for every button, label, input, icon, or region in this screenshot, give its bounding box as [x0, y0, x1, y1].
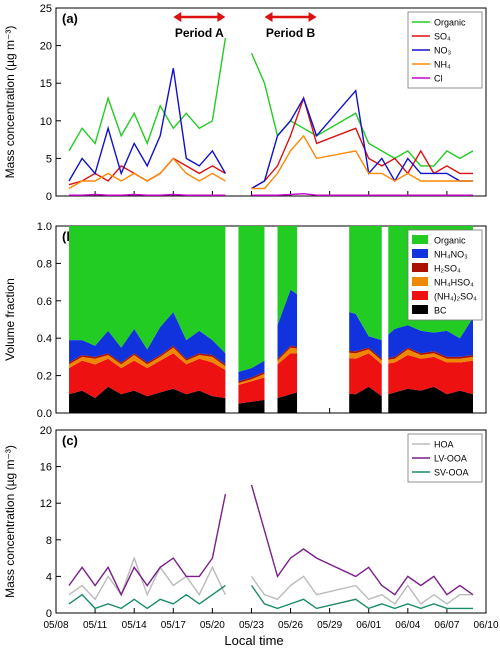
x-tick-label: 05/29	[317, 620, 342, 631]
legend-label: (NH₄)₂SO₄	[434, 292, 477, 302]
y-tick-label: 16	[40, 462, 52, 474]
period-label: Period B	[266, 26, 316, 40]
legend: Organic SO₄ NO₃ NH₄ Cl	[407, 11, 483, 89]
arrow-head-right	[217, 12, 226, 22]
y-axis-label: Mass concentration (µg m⁻³)	[3, 26, 17, 179]
y-tick-label: 0.2	[37, 371, 52, 383]
legend-swatch	[412, 291, 428, 300]
y-tick-label: 20	[40, 41, 52, 53]
y-tick-label: 0.4	[37, 333, 52, 345]
legend-swatch	[412, 305, 428, 314]
x-tick-label: 05/26	[278, 620, 303, 631]
legend-label: Organic	[434, 18, 466, 28]
legend-label: NH₄	[434, 60, 451, 70]
x-tick-label: 06/07	[434, 620, 459, 631]
panel-label: (c)	[62, 433, 78, 448]
y-tick-label: 10	[40, 116, 52, 128]
x-tick-label: 05/11	[83, 620, 108, 631]
y-axis-label: Mass concentration (µg m⁻³)	[3, 445, 17, 598]
arrow-head-left	[264, 12, 273, 22]
x-tick-label: 06/10	[473, 620, 498, 631]
legend-label: H₂SO₄	[434, 264, 461, 274]
y-tick-label: 0.8	[37, 258, 52, 270]
series-line	[68, 484, 474, 597]
x-axis-label: Local time	[224, 633, 283, 648]
legend-label: SV-OOA	[434, 468, 469, 478]
legend-label: NH₄HSO₄	[434, 278, 474, 288]
period-arrow	[173, 12, 226, 22]
x-tick-label: 06/04	[395, 620, 420, 631]
y-tick-label: 5	[46, 153, 52, 165]
y-tick-label: 0	[46, 191, 52, 203]
y-tick-label: 0.0	[37, 408, 52, 420]
legend-label: Cl	[434, 74, 443, 84]
legend-label: NO₃	[434, 46, 452, 56]
stacked-area	[69, 347, 473, 385]
legend-swatch	[412, 249, 428, 258]
period-arrow	[264, 12, 317, 22]
legend-label: NH₄NO₃	[434, 250, 468, 260]
series-line	[68, 68, 473, 190]
series-line	[68, 584, 473, 610]
x-tick-label: 05/23	[239, 620, 264, 631]
y-tick-label: 1.0	[37, 221, 52, 233]
legend-label: Organic	[434, 236, 466, 246]
legend-label: BC	[434, 306, 447, 316]
arrow-head-left	[173, 12, 182, 22]
y-axis-label: Volume fraction	[3, 278, 17, 361]
arrow-head-right	[308, 12, 317, 22]
plot-frame	[55, 225, 487, 414]
legend-label: SO₄	[434, 32, 451, 42]
legend-swatch	[412, 277, 428, 286]
plot-frame	[55, 7, 487, 197]
x-tick-label: 05/08	[43, 620, 68, 631]
legend: HOA LV-OOA SV-OOA	[407, 433, 483, 483]
y-tick-label: 15	[40, 78, 52, 90]
period-label: Period A	[175, 26, 224, 40]
series-line	[68, 134, 473, 190]
legend-label: LV-OOA	[434, 454, 467, 464]
y-tick-label: 0.6	[37, 296, 52, 308]
legend: Organic NH₄NO₃ H₂SO₄ NH₄HSO₄ (NH₄)₂SO₄ BC	[407, 229, 483, 321]
legend-swatch	[412, 235, 428, 244]
y-tick-label: 20	[40, 425, 52, 437]
y-tick-label: 0	[46, 608, 52, 620]
y-tick-label: 25	[40, 3, 52, 15]
chart-panel-1: 0 5 10 15 20 25 Mass concentration (µg m⁻³) (a)…	[3, 3, 487, 203]
series-line	[69, 192, 473, 196]
x-tick-label: 05/17	[161, 620, 186, 631]
x-tick-label: 05/20	[200, 620, 225, 631]
x-tick-label: 05/14	[122, 620, 147, 631]
legend-swatch	[412, 263, 428, 272]
x-tick-label: 06/01	[356, 620, 381, 631]
chart-panel-3: 0 4 8 12 16 20 05/08 05/11 05/14 05/17 05/20 05/23 0…	[3, 425, 499, 631]
legend-label: HOA	[434, 440, 454, 450]
series-line	[68, 556, 473, 605]
plot-frame	[55, 429, 487, 614]
y-tick-label: 4	[46, 571, 52, 583]
panel-label: (a)	[62, 11, 78, 26]
y-tick-label: 12	[40, 498, 52, 510]
y-tick-label: 8	[46, 535, 52, 547]
